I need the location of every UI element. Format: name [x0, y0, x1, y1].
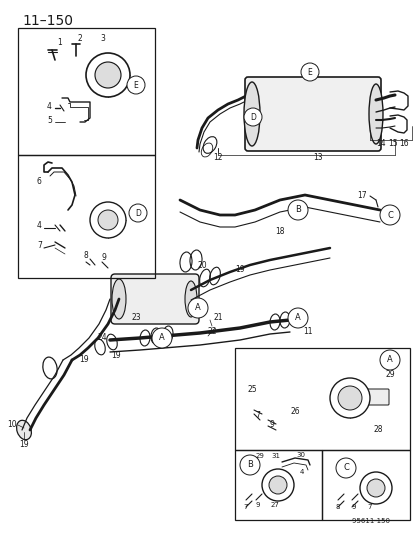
- Text: 7: 7: [243, 504, 248, 510]
- Text: 19: 19: [79, 356, 89, 365]
- Text: 25: 25: [247, 385, 256, 394]
- Circle shape: [129, 204, 147, 222]
- Text: 2: 2: [78, 34, 82, 43]
- Text: 19: 19: [111, 351, 121, 360]
- Bar: [235, 450, 321, 520]
- Text: 15: 15: [387, 139, 397, 148]
- Text: 18: 18: [275, 228, 284, 237]
- Text: 21: 21: [213, 313, 222, 322]
- Bar: [321, 450, 409, 520]
- FancyBboxPatch shape: [111, 274, 199, 324]
- Ellipse shape: [185, 281, 197, 317]
- Text: E: E: [307, 68, 312, 77]
- Circle shape: [240, 455, 259, 475]
- Circle shape: [366, 479, 384, 497]
- Circle shape: [379, 350, 399, 370]
- Text: 9: 9: [269, 421, 274, 430]
- Circle shape: [287, 308, 307, 328]
- Text: 8: 8: [335, 504, 339, 510]
- Text: 28: 28: [373, 425, 382, 434]
- Text: A: A: [159, 334, 164, 343]
- Text: 1: 1: [57, 37, 62, 46]
- FancyBboxPatch shape: [366, 389, 388, 405]
- Circle shape: [86, 53, 130, 97]
- Text: 4: 4: [37, 222, 42, 230]
- Bar: [18, 28, 154, 155]
- FancyBboxPatch shape: [244, 77, 380, 151]
- Text: 9: 9: [101, 253, 106, 262]
- Circle shape: [287, 200, 307, 220]
- Text: 23: 23: [131, 313, 140, 322]
- Text: 5: 5: [47, 116, 52, 125]
- Text: 29: 29: [384, 370, 394, 379]
- Text: 26: 26: [290, 408, 299, 416]
- Text: 7: 7: [255, 411, 260, 421]
- Text: 10: 10: [7, 421, 17, 430]
- Circle shape: [243, 108, 261, 126]
- Text: 31: 31: [271, 453, 280, 459]
- Ellipse shape: [368, 84, 382, 144]
- Circle shape: [188, 298, 207, 318]
- Text: 13: 13: [312, 152, 322, 161]
- Circle shape: [379, 205, 399, 225]
- Text: 11–150: 11–150: [22, 14, 73, 28]
- Text: 9: 9: [255, 502, 260, 508]
- Text: 17: 17: [356, 191, 366, 200]
- Circle shape: [98, 210, 118, 230]
- Text: 27: 27: [270, 502, 279, 508]
- Text: 6: 6: [37, 177, 42, 187]
- Text: D: D: [249, 112, 255, 122]
- Text: D: D: [135, 208, 140, 217]
- Text: 22: 22: [207, 327, 216, 336]
- Text: 29: 29: [255, 453, 264, 459]
- Text: 16: 16: [398, 139, 408, 148]
- Text: B: B: [294, 206, 300, 214]
- Text: A: A: [294, 313, 300, 322]
- Text: 7: 7: [367, 504, 371, 510]
- Circle shape: [261, 469, 293, 501]
- Text: 14: 14: [375, 139, 385, 148]
- Ellipse shape: [112, 279, 126, 319]
- Text: 11: 11: [302, 327, 312, 336]
- Circle shape: [152, 328, 171, 348]
- Circle shape: [337, 386, 361, 410]
- Text: 20: 20: [197, 262, 206, 271]
- Text: 8: 8: [83, 252, 88, 261]
- Text: 12: 12: [213, 152, 222, 161]
- Bar: [18, 155, 154, 278]
- Circle shape: [335, 458, 355, 478]
- Circle shape: [300, 63, 318, 81]
- Text: 7: 7: [37, 241, 42, 251]
- Circle shape: [95, 62, 121, 88]
- Text: 30: 30: [296, 452, 305, 458]
- Text: E: E: [133, 80, 138, 90]
- Circle shape: [329, 378, 369, 418]
- Text: 9: 9: [351, 504, 356, 510]
- Text: C: C: [342, 464, 348, 472]
- Circle shape: [268, 476, 286, 494]
- Text: A: A: [386, 356, 392, 365]
- Text: 19: 19: [19, 440, 29, 449]
- Text: 95611 150: 95611 150: [351, 518, 389, 524]
- Circle shape: [90, 202, 126, 238]
- Circle shape: [127, 76, 145, 94]
- Text: B: B: [247, 461, 252, 470]
- Text: 19: 19: [235, 265, 244, 274]
- Text: A: A: [195, 303, 200, 312]
- Text: 4: 4: [47, 101, 52, 110]
- Circle shape: [359, 472, 391, 504]
- Bar: [235, 348, 409, 450]
- Ellipse shape: [17, 421, 31, 440]
- Text: 4: 4: [299, 469, 304, 475]
- Ellipse shape: [243, 82, 259, 146]
- Text: 3: 3: [100, 34, 105, 43]
- Text: 24: 24: [97, 334, 107, 343]
- Text: C: C: [386, 211, 392, 220]
